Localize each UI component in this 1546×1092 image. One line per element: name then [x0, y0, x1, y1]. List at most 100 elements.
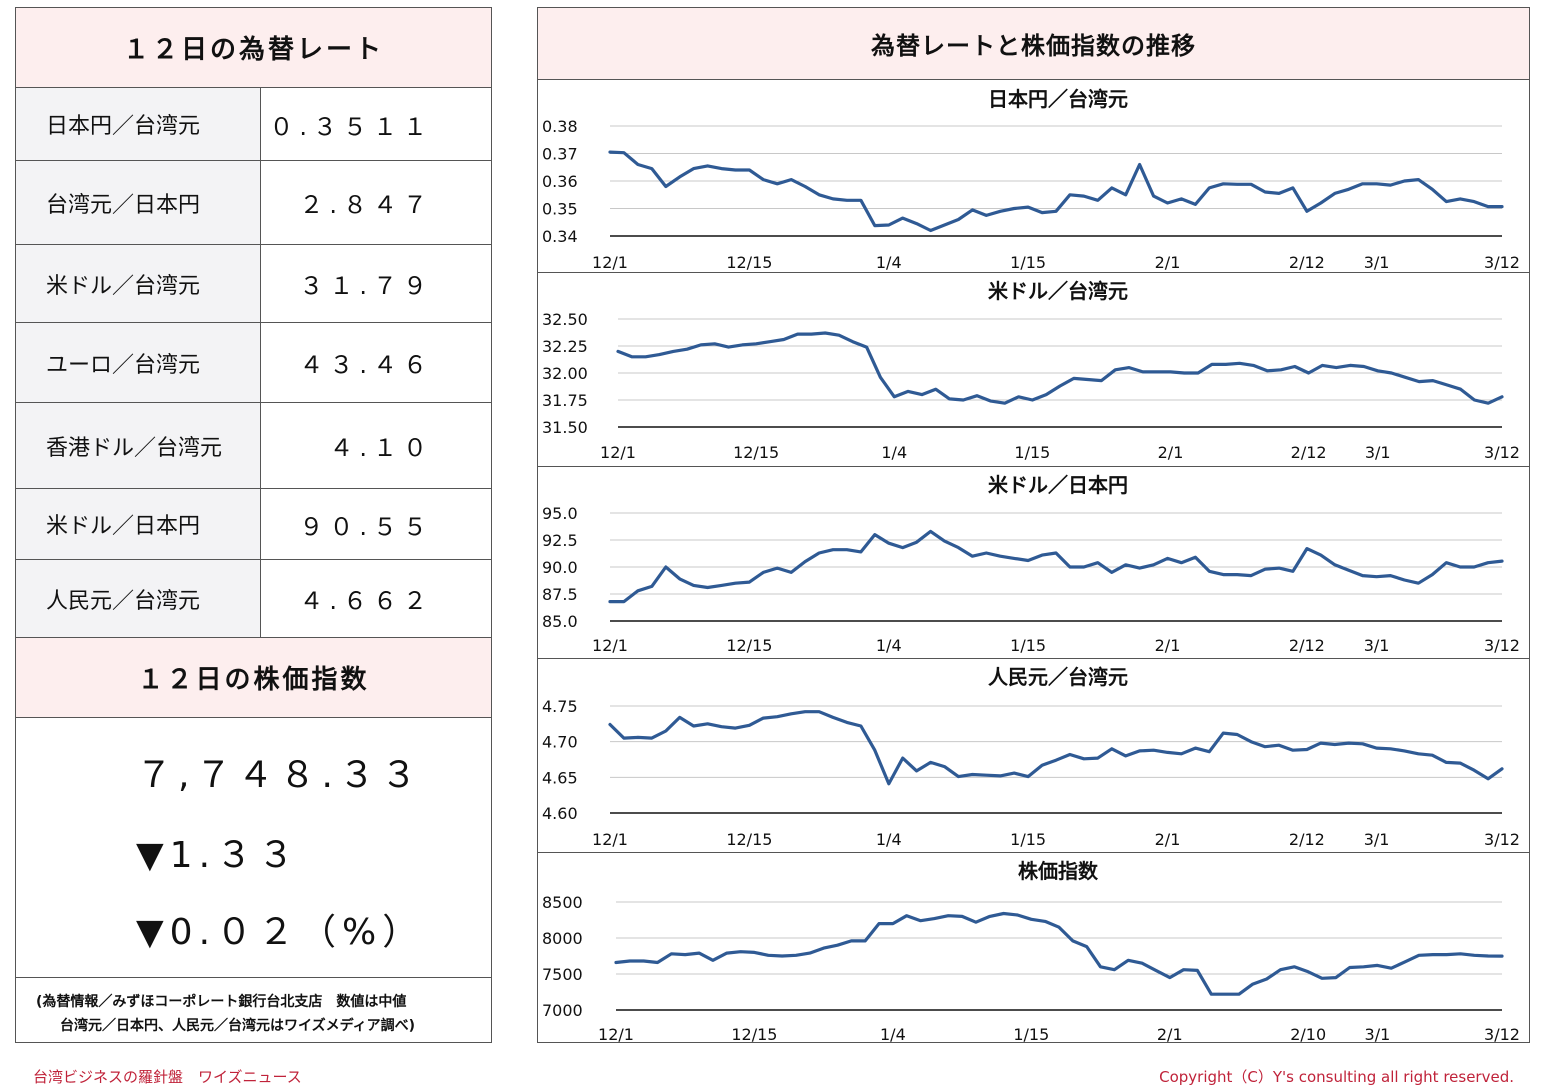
x-tick-label: 3/1: [1365, 1025, 1391, 1042]
x-tick-label: 3/12: [1484, 253, 1520, 272]
x-tick-label: 2/10: [1290, 1025, 1326, 1042]
rate-row-hkd-twd: 香港ドル／台湾元 ４.１０: [16, 403, 491, 489]
y-tick-label: 31.50: [542, 418, 588, 437]
rate-name: 日本円／台湾元: [16, 88, 261, 160]
rate-value: ９０.５５: [299, 512, 433, 541]
rate-row-cny-twd: 人民元／台湾元 ４.６６２: [16, 560, 491, 638]
x-tick-label: 12/1: [592, 253, 628, 272]
rate-value: ２.８４７: [299, 191, 433, 219]
x-tick-label: 2/12: [1289, 636, 1325, 655]
x-tick-label: 12/1: [592, 830, 628, 849]
x-tick-label: 3/12: [1484, 1025, 1520, 1042]
y-tick-label: 95.0: [542, 504, 578, 523]
y-tick-label: 31.75: [542, 391, 588, 410]
stock-header: １２日の株価指数: [16, 638, 491, 718]
chart-5: 株価指数 8500 8000 7500 7000 12/1 12/15 1/4 1/15 2/1 2…: [538, 852, 1529, 1042]
x-tick-label: 12/1: [600, 443, 636, 462]
x-tick-label: 2/12: [1289, 830, 1325, 849]
rate-name: 米ドル／台湾元: [16, 245, 261, 322]
stock-index-value: ７,７４８.３３: [136, 755, 423, 796]
x-tick-label: 3/1: [1364, 830, 1390, 849]
x-tick-label: 1/4: [876, 830, 902, 849]
rate-name: 米ドル／日本円: [16, 489, 261, 559]
stock-index-change-pct: ▼0.０２（%）: [136, 912, 425, 953]
x-tick-label: 1/4: [881, 443, 907, 462]
charts-panel: 為替レートと株価指数の推移 日本円／台湾元 0.38 0.37 0.36 0.35 0.3…: [537, 7, 1530, 1043]
y-tick-label: 0.38: [542, 117, 578, 136]
charts-header: 為替レートと株価指数の推移: [538, 8, 1529, 80]
y-tick-label: 85.0: [542, 612, 578, 631]
y-tick-label: 90.0: [542, 558, 578, 577]
chart-title: 米ドル／台湾元: [988, 279, 1128, 303]
y-tick-label: 7000: [542, 1001, 583, 1020]
rate-value: ３１.７９: [299, 272, 433, 300]
y-tick-label: 32.25: [542, 337, 588, 356]
x-tick-label: 2/1: [1155, 830, 1181, 849]
chart-title: 人民元／台湾元: [988, 665, 1128, 689]
rates-header: １２日の為替レート: [16, 8, 491, 88]
chart-3: 米ドル／日本円 95.0 92.5 90.0 87.5 85.0 12/1 12/15 1/4 1…: [538, 466, 1529, 655]
chart-title: 株価指数: [1018, 859, 1099, 883]
y-tick-label: 32.50: [542, 310, 588, 329]
x-tick-label: 12/1: [592, 636, 628, 655]
x-tick-label: 3/1: [1364, 253, 1390, 272]
x-tick-label: 12/15: [726, 830, 772, 849]
chart-4: 人民元／台湾元 4.75 4.70 4.65 4.60 12/1 12/15 1/4 1/15 2…: [538, 658, 1529, 849]
x-tick-label: 2/12: [1289, 253, 1325, 272]
rate-value: ４.１０: [329, 434, 433, 462]
x-tick-label: 3/12: [1484, 636, 1520, 655]
y-tick-label: 0.35: [542, 200, 578, 219]
x-tick-label: 2/1: [1155, 253, 1181, 272]
y-tick-label: 32.00: [542, 364, 588, 383]
y-tick-label: 4.70: [542, 733, 578, 752]
source-line-2: 台湾元／日本円、人民元／台湾元はワイズメディア調べ): [60, 1018, 415, 1034]
y-tick-label: 8000: [542, 929, 583, 948]
x-tick-label: 12/15: [726, 636, 772, 655]
x-tick-label: 1/4: [880, 1025, 906, 1042]
y-tick-label: 4.60: [542, 804, 578, 823]
chart-1: 日本円／台湾元 0.38 0.37 0.36 0.35 0.34 12/1 12/15 1/4 1…: [542, 87, 1520, 272]
x-tick-label: 2/1: [1157, 1025, 1183, 1042]
x-tick-label: 12/15: [733, 443, 779, 462]
rate-value: ０.３５１１: [269, 112, 433, 141]
y-tick-label: 4.75: [542, 697, 578, 716]
rate-name: ユーロ／台湾元: [16, 323, 261, 402]
y-tick-label: 7500: [542, 965, 583, 984]
rate-row-twd-jpy: 台湾元／日本円 ２.８４７: [16, 161, 491, 245]
x-tick-label: 2/1: [1155, 636, 1181, 655]
rate-name: 香港ドル／台湾元: [16, 403, 261, 488]
rates-panel: １２日の為替レート 日本円／台湾元 ０.３５１１ 台湾元／日本円 ２.８４７ 米…: [15, 7, 492, 1043]
x-tick-label: 1/4: [876, 636, 902, 655]
rate-row-jpy-twd: 日本円／台湾元 ０.３５１１: [16, 88, 491, 161]
series-line: [608, 529, 1504, 604]
chart-title: 日本円／台湾元: [988, 87, 1128, 111]
series-line: [608, 710, 1504, 786]
x-tick-label: 3/1: [1364, 636, 1390, 655]
y-tick-label: 92.5: [542, 531, 578, 550]
y-tick-label: 8500: [542, 893, 583, 912]
y-tick-label: 0.37: [542, 145, 578, 164]
rate-name: 人民元／台湾元: [16, 560, 261, 637]
x-tick-label: 1/15: [1013, 1025, 1049, 1042]
y-tick-label: 0.36: [542, 172, 578, 191]
rate-row-usd-twd: 米ドル／台湾元 ３１.７９: [16, 245, 491, 323]
x-tick-label: 1/15: [1010, 636, 1046, 655]
rate-name: 台湾元／日本円: [16, 161, 261, 244]
rate-row-usd-jpy: 米ドル／日本円 ９０.５５: [16, 489, 491, 560]
x-tick-label: 12/15: [731, 1025, 777, 1042]
x-tick-label: 3/1: [1365, 443, 1391, 462]
x-tick-label: 12/1: [598, 1025, 634, 1042]
series-line: [608, 150, 1504, 233]
chart-title: 米ドル／日本円: [988, 473, 1128, 497]
series-line: [616, 331, 1504, 405]
footer-copyright: Copyright（C）Y's consulting all right res…: [1159, 1068, 1514, 1086]
x-tick-label: 3/12: [1484, 830, 1520, 849]
footer-brand: 台湾ビジネスの羅針盤 ワイズニュース: [33, 1068, 302, 1086]
source-line-1: (為替情報／みずほコーポレート銀行台北支店 数値は中値: [36, 994, 407, 1010]
rate-value: ４.６６２: [299, 587, 433, 615]
y-tick-label: 0.34: [542, 227, 578, 246]
y-tick-label: 87.5: [542, 585, 578, 604]
y-tick-label: 4.65: [542, 768, 578, 787]
series-line: [614, 911, 1504, 996]
x-tick-label: 1/15: [1010, 253, 1046, 272]
